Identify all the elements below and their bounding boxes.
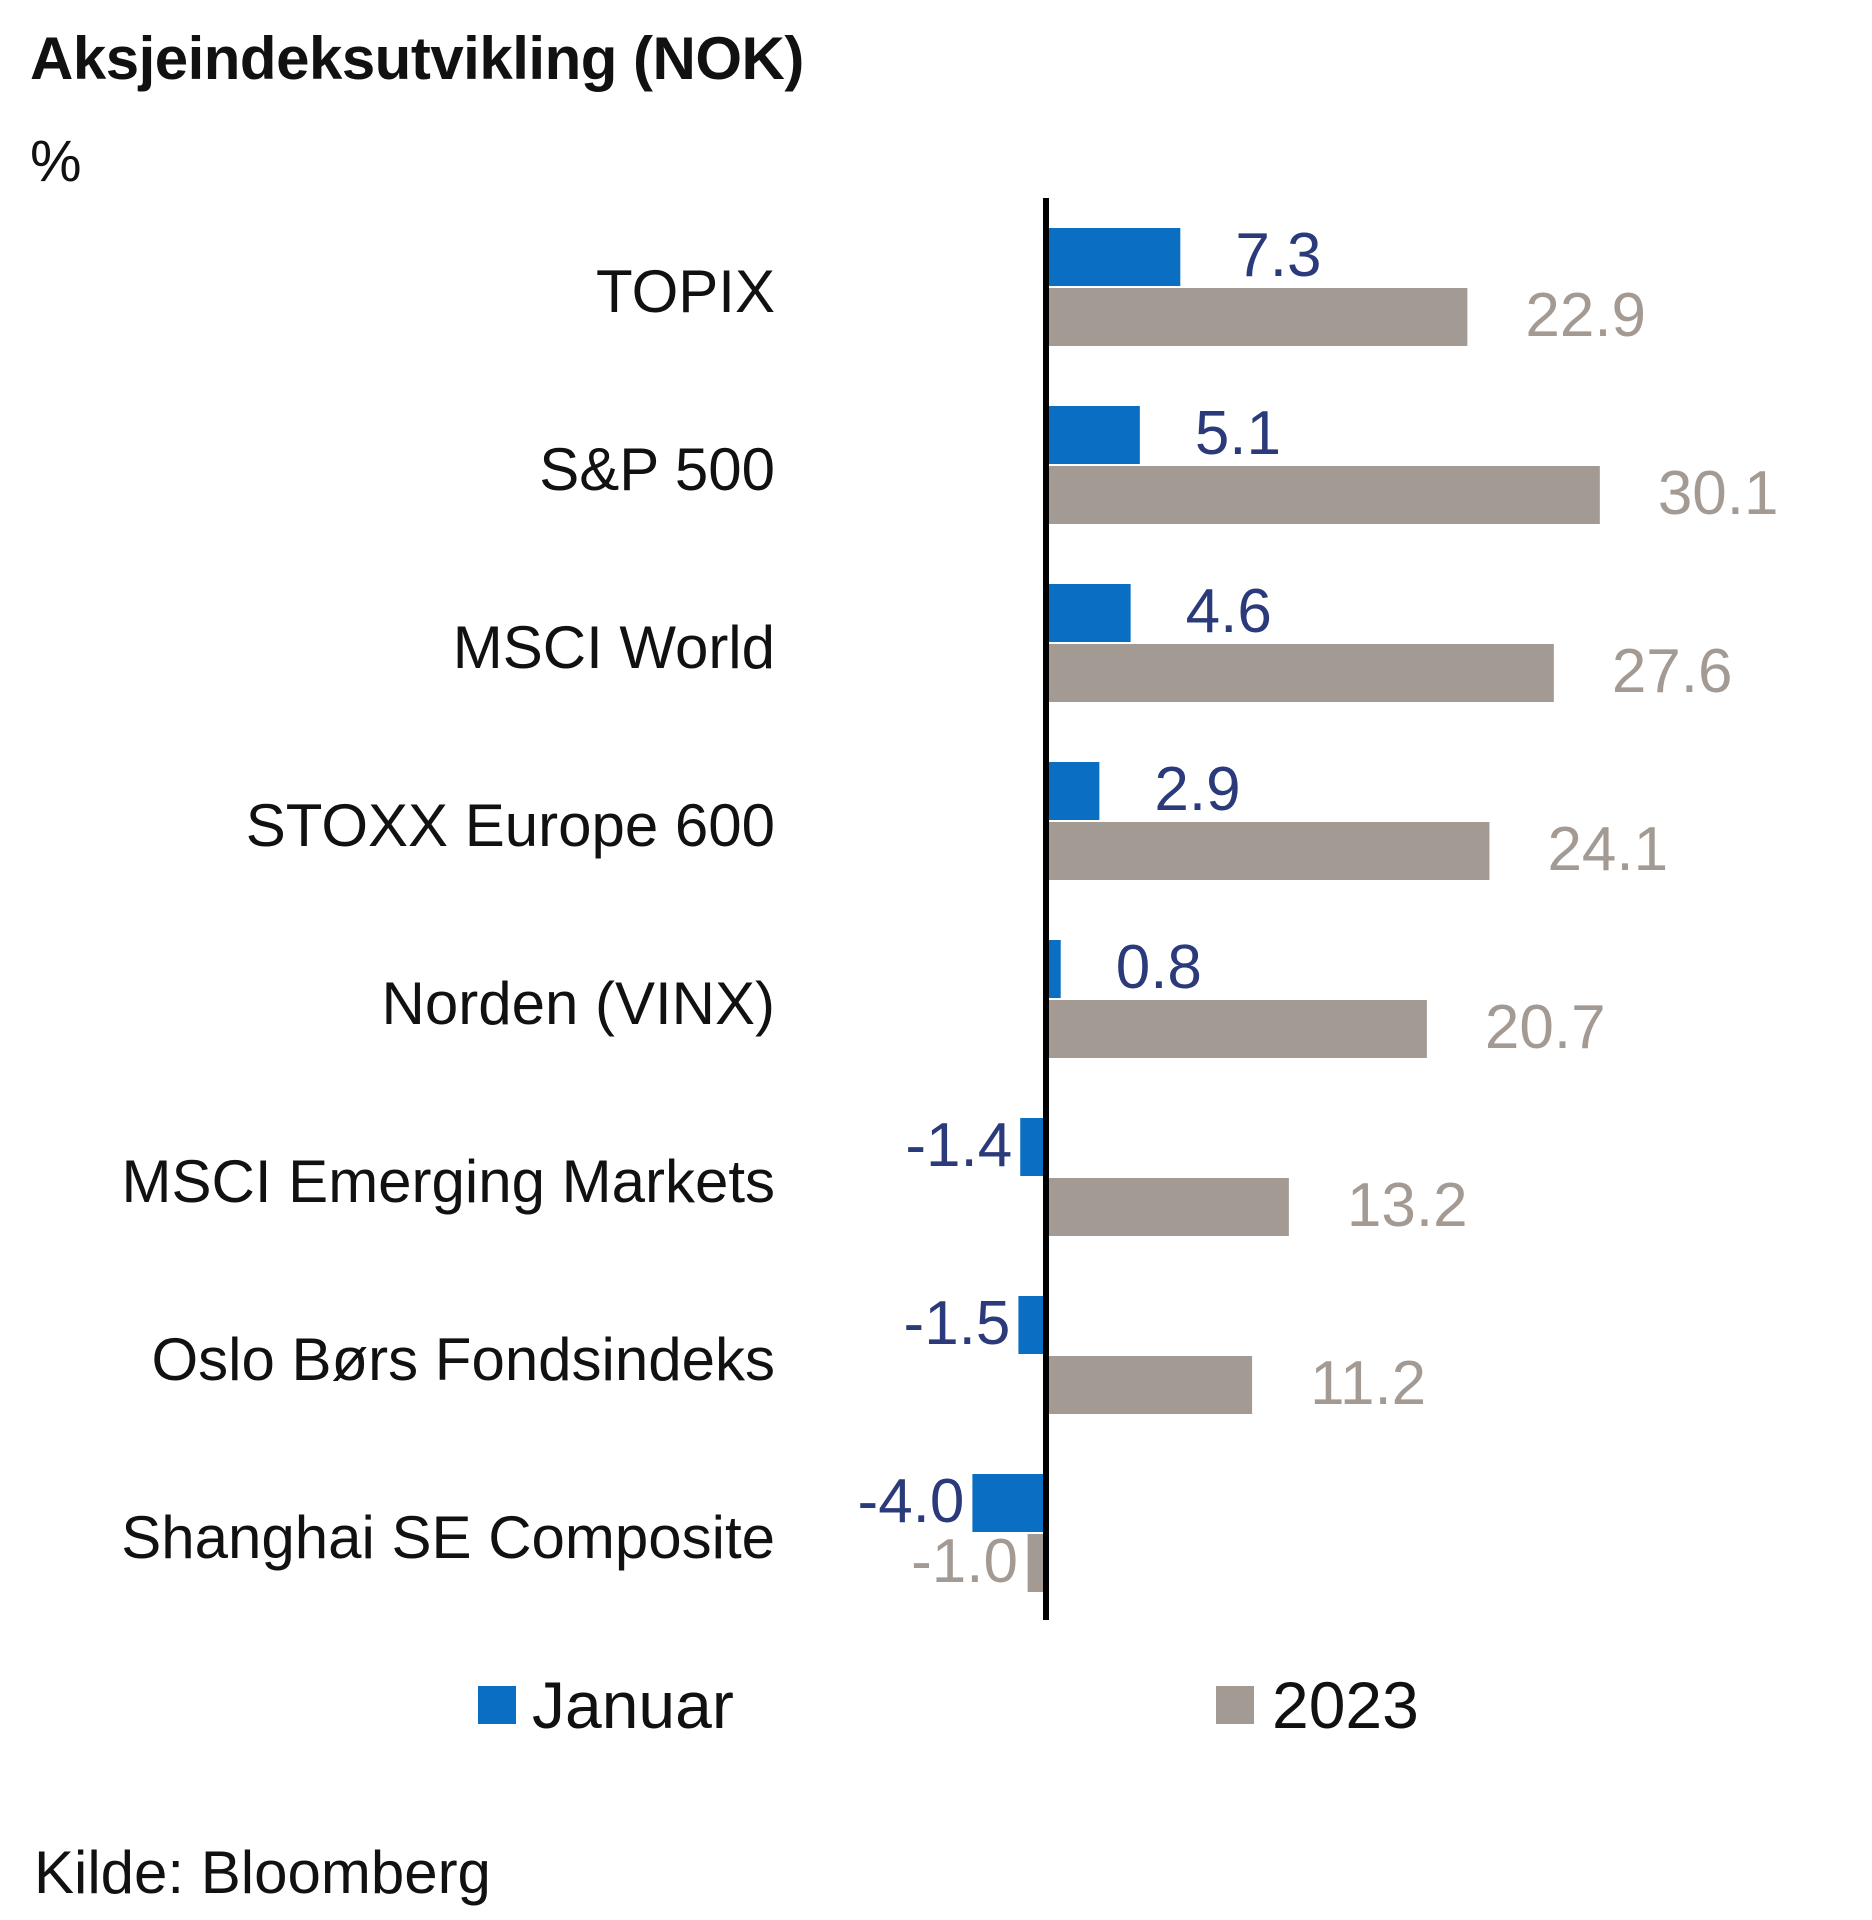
category-label: Norden (VINX) (382, 970, 775, 1037)
category-label: MSCI World (453, 614, 775, 681)
value-label-2023: 27.6 (1612, 637, 1733, 706)
value-label-2023: 24.1 (1547, 815, 1668, 884)
bar-januar (1046, 584, 1131, 642)
bar-2023 (1046, 644, 1554, 702)
category-label: MSCI Emerging Markets (122, 1148, 776, 1215)
value-label-januar: 0.8 (1116, 933, 1202, 1002)
bar-januar (1020, 1118, 1046, 1176)
legend-label: Januar (532, 1668, 734, 1742)
bar-2023 (1046, 466, 1600, 524)
source-note: Kilde: Bloomberg (34, 1839, 491, 1906)
category-label: Oslo Børs Fondsindeks (151, 1326, 775, 1393)
bar-2023 (1046, 822, 1490, 880)
value-label-januar: 7.3 (1235, 221, 1321, 290)
bar-januar (1018, 1296, 1046, 1354)
unit-label: % (30, 129, 82, 194)
value-label-januar: -4.0 (858, 1467, 965, 1536)
category-label: Shanghai SE Composite (121, 1504, 775, 1571)
bar-2023 (1027, 1534, 1046, 1592)
value-label-2023: 13.2 (1347, 1171, 1468, 1240)
category-label: S&P 500 (539, 436, 775, 503)
value-label-januar: 2.9 (1154, 755, 1240, 824)
value-label-2023: -1.0 (911, 1527, 1018, 1596)
bar-januar (1046, 762, 1100, 820)
chart-title: Aksjeindeksutvikling (NOK) (30, 25, 804, 92)
legend-swatch (478, 1686, 516, 1724)
category-label: TOPIX (596, 258, 775, 325)
bar-januar (972, 1474, 1046, 1532)
value-label-januar: 4.6 (1186, 577, 1272, 646)
bar-2023 (1046, 1000, 1427, 1058)
bar-januar (1046, 406, 1140, 464)
legend-label: 2023 (1272, 1668, 1419, 1742)
value-label-januar: -1.5 (904, 1289, 1011, 1358)
value-label-2023: 11.2 (1310, 1349, 1426, 1418)
bar-2023 (1046, 1356, 1253, 1414)
value-label-januar: -1.4 (905, 1111, 1012, 1180)
value-label-2023: 22.9 (1525, 281, 1646, 350)
value-label-januar: 5.1 (1195, 399, 1281, 468)
value-label-2023: 30.1 (1658, 459, 1779, 528)
category-label: STOXX Europe 600 (246, 792, 775, 859)
legend-swatch (1216, 1686, 1254, 1724)
bar-2023 (1046, 1178, 1289, 1236)
bar-januar (1046, 228, 1181, 286)
bar-2023 (1046, 288, 1468, 346)
value-label-2023: 20.7 (1485, 993, 1606, 1062)
bar-januar (1046, 940, 1061, 998)
